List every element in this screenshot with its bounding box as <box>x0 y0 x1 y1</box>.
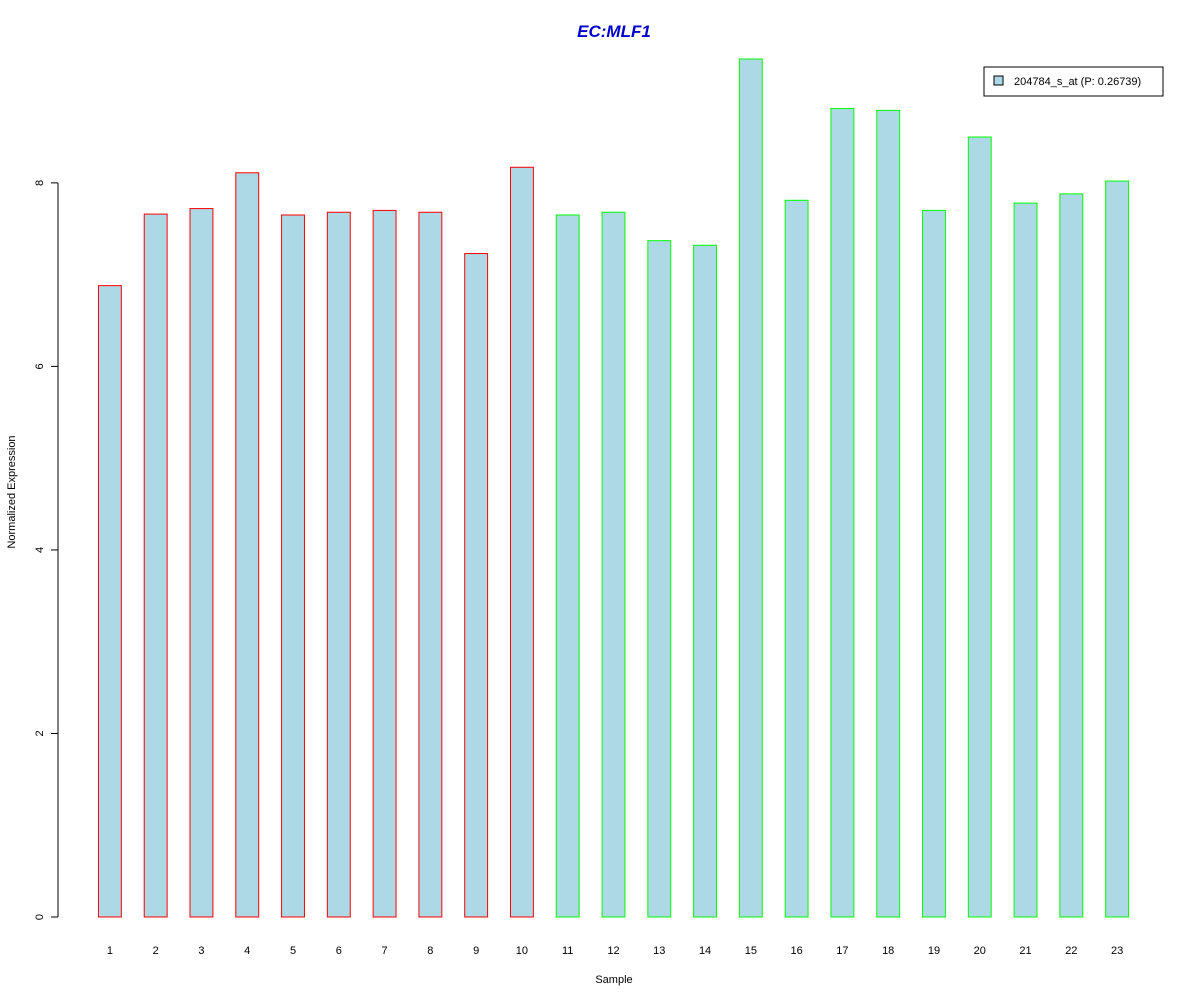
bars <box>97 58 1130 918</box>
bar-sample-15 <box>738 58 763 918</box>
x-tick-label: 22 <box>1065 945 1077 957</box>
bar-sample-4 <box>235 172 260 918</box>
x-tick-label: 2 <box>153 945 159 957</box>
x-tick-label: 7 <box>382 945 388 957</box>
x-tick-label: 5 <box>290 945 296 957</box>
bar-sample-18 <box>876 109 901 918</box>
x-tick-label: 6 <box>336 945 342 957</box>
bar-sample-10 <box>509 166 534 918</box>
x-tick-label: 1 <box>107 945 113 957</box>
bar-sample-5 <box>281 214 305 918</box>
bar-sample-9 <box>464 253 489 918</box>
x-tick-label: 14 <box>699 945 711 957</box>
bar-sample-1 <box>97 285 122 918</box>
x-tick-label: 9 <box>473 945 479 957</box>
x-tick-label: 10 <box>516 945 528 957</box>
legend-swatch <box>993 75 1004 86</box>
x-axis-label: Sample <box>595 974 632 986</box>
legend: 204784_s_at (P: 0.26739) <box>983 66 1164 97</box>
y-tick-label: 4 <box>34 547 46 553</box>
bar-sample-8 <box>418 211 443 918</box>
x-tick-label: 11 <box>562 945 573 957</box>
x-tick-label: 17 <box>836 945 848 957</box>
legend-label: 204784_s_at (P: 0.26739) <box>1014 76 1141 88</box>
x-tick-label: 3 <box>198 945 204 957</box>
bar-sample-22 <box>1059 193 1084 918</box>
bar-sample-16 <box>784 199 809 918</box>
y-tick-label: 6 <box>34 363 46 369</box>
x-tick-label: 12 <box>607 945 619 957</box>
x-tick-label: 16 <box>791 945 803 957</box>
x-tick-label: 13 <box>653 945 665 957</box>
bar-sample-13 <box>647 240 672 918</box>
x-tick-label: 8 <box>427 945 433 957</box>
x-tick-label: 18 <box>882 945 894 957</box>
bar-sample-20 <box>967 136 992 918</box>
x-tick-label: 21 <box>1019 945 1031 957</box>
x-tick-label: 15 <box>745 945 757 957</box>
bar-sample-7 <box>372 209 397 918</box>
y-axis-label: Normalized Expression <box>6 435 18 548</box>
bar-sample-14 <box>693 244 718 918</box>
x-tick-label: 4 <box>244 945 250 957</box>
chart-title: EC:MLF1 <box>577 22 651 41</box>
x-tick-label: 19 <box>928 945 940 957</box>
y-tick-label: 0 <box>34 914 46 920</box>
bar-sample-21 <box>1013 202 1038 918</box>
bar-sample-23 <box>1105 180 1130 918</box>
x-tick-label: 20 <box>974 945 986 957</box>
y-axis: 0 2 4 6 8 <box>34 180 59 920</box>
legend-box <box>983 66 1164 97</box>
y-tick-label: 2 <box>34 730 46 736</box>
bar-sample-19 <box>922 209 946 918</box>
bar-sample-2 <box>143 213 168 918</box>
bar-sample-11 <box>555 214 580 918</box>
bar-sample-3 <box>189 208 214 918</box>
y-tick-label: 8 <box>34 180 46 186</box>
x-tick-labels: 1 2 3 4 5 6 7 8 9 10 11 12 13 14 15 16 17 18 19 20 21 22 23 <box>107 945 1123 957</box>
bar-sample-17 <box>830 108 855 918</box>
x-tick-label: 23 <box>1111 945 1123 957</box>
bar-sample-6 <box>326 211 351 918</box>
bar-sample-12 <box>601 211 626 918</box>
